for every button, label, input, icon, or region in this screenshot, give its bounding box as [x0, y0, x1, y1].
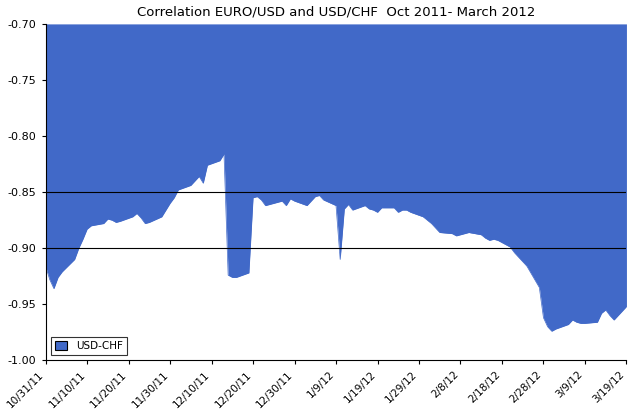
- Title: Correlation EURO/USD and USD/CHF  Oct 2011- March 2012: Correlation EURO/USD and USD/CHF Oct 201…: [137, 5, 535, 19]
- Legend: USD-CHF: USD-CHF: [51, 337, 127, 355]
